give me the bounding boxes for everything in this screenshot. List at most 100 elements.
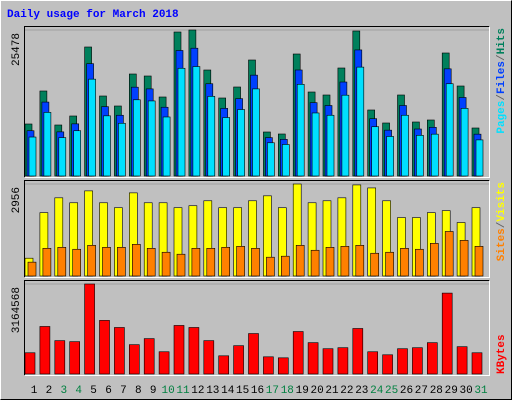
bar [326, 114, 335, 177]
bar [57, 247, 67, 277]
bar [266, 256, 275, 277]
bar [311, 112, 320, 177]
bar [161, 251, 171, 277]
bar [43, 112, 52, 177]
bar [400, 248, 409, 277]
legend-entry: Files [496, 61, 508, 94]
bar [251, 248, 260, 277]
bar [58, 137, 67, 177]
x-tick-label: 8 [135, 385, 142, 397]
bar [39, 326, 51, 375]
bar [412, 347, 423, 375]
bar [129, 344, 140, 375]
x-tick-label: 16 [251, 385, 264, 397]
bar [280, 255, 290, 277]
bar [114, 327, 125, 375]
x-tick-label: 5 [90, 385, 97, 397]
bar [206, 248, 216, 277]
bar [277, 357, 289, 375]
bar [191, 248, 201, 277]
panel-edge-light [24, 26, 490, 178]
x-tick-label: 9 [150, 385, 157, 397]
legend: KBytes [496, 334, 508, 374]
bar [296, 84, 305, 177]
bar [207, 96, 216, 177]
bar [203, 340, 215, 375]
x-tick-label: 30 [459, 385, 472, 397]
bar [218, 355, 229, 375]
legend-entry: KBytes [496, 334, 508, 374]
bar [69, 341, 80, 375]
bar [371, 126, 380, 177]
bar [310, 249, 320, 277]
x-tick-label: 31 [474, 385, 488, 397]
bar [84, 283, 95, 375]
panel-edge-dark [24, 180, 490, 278]
bar [27, 261, 37, 277]
bar [103, 115, 111, 177]
bar [370, 252, 380, 277]
bar [459, 240, 469, 277]
bar [118, 122, 126, 177]
bar [263, 356, 274, 375]
bar [72, 248, 81, 277]
bar [147, 100, 156, 177]
bar [475, 139, 484, 177]
bar [143, 338, 155, 375]
bar [133, 99, 141, 177]
bar [430, 133, 439, 177]
x-tick-label: 19 [296, 385, 309, 397]
bar [444, 231, 454, 277]
bar [267, 142, 275, 177]
x-tick-label: 10 [161, 385, 174, 397]
legend-entry: Hits [496, 28, 508, 54]
bar [341, 94, 350, 177]
bar [24, 352, 36, 375]
bar [441, 292, 453, 375]
x-tick-label: 14 [221, 385, 235, 397]
x-tick-label: 15 [236, 385, 249, 397]
x-tick-label: 4 [75, 385, 82, 397]
bar [429, 243, 439, 277]
y-tick-label: 2956 [11, 187, 23, 213]
bar [158, 351, 170, 375]
x-tick-label: 27 [415, 385, 428, 397]
x-tick-label: 24 [370, 385, 384, 397]
bar [188, 327, 200, 375]
bar [221, 247, 230, 277]
bar [252, 88, 260, 177]
panel-edge-light [24, 280, 490, 376]
bar [146, 248, 156, 277]
bar [325, 247, 335, 277]
bar [352, 328, 364, 375]
legend-separator: / [496, 94, 508, 101]
x-tick-label: 29 [445, 385, 458, 397]
bar [117, 247, 126, 277]
bar [382, 354, 393, 375]
x-tick-label: 7 [120, 385, 127, 397]
x-tick-label: 20 [310, 385, 323, 397]
x-tick-label: 28 [430, 385, 443, 397]
x-tick-label: 26 [400, 385, 413, 397]
panel-edge-light [24, 180, 490, 278]
bar [162, 116, 171, 177]
legend: Pages/Files/Hits [496, 28, 508, 134]
bar [281, 144, 290, 177]
bar [397, 348, 408, 375]
bar [73, 130, 81, 177]
bar [385, 251, 394, 277]
bar [307, 342, 319, 375]
y-tick-label: 25478 [11, 33, 23, 66]
bar [474, 246, 484, 277]
bar [340, 246, 350, 277]
bar [173, 325, 185, 375]
bar [401, 114, 409, 177]
bar [42, 248, 52, 277]
bar [132, 244, 141, 277]
y-tick-label: 3164568 [11, 287, 23, 333]
bar [88, 78, 96, 177]
bar [237, 109, 245, 177]
bar [292, 331, 304, 375]
panel-edge-dark [24, 280, 490, 376]
